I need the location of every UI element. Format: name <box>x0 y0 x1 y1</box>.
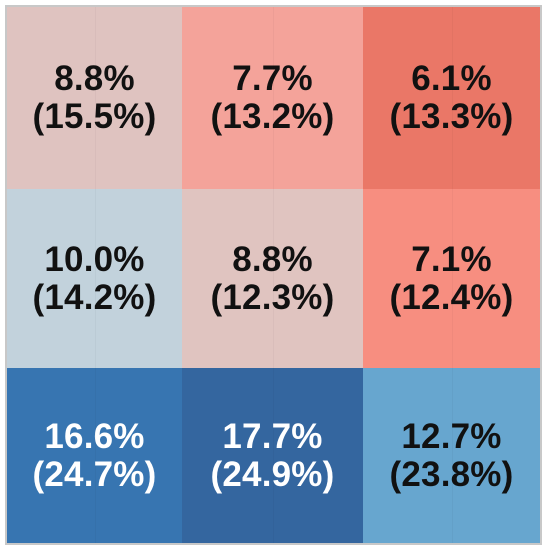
heatmap-cell-r3-c3: 12.7% (23.8%) <box>363 368 540 543</box>
heatmap-cell-r2-c1: 10.0% (14.2%) <box>7 189 182 368</box>
cell-subvalue-label: (12.4%) <box>389 277 514 317</box>
heatmap-grid: 8.8% (15.5%) 7.7% (13.2%) 6.1% (13.3%) 10.0% (1… <box>5 5 542 545</box>
cell-subvalue-label: (14.2%) <box>32 277 157 317</box>
cell-value-label: 12.7% <box>401 416 502 456</box>
heatmap-cell-r3-c2: 17.7% (24.9%) <box>182 368 363 543</box>
heatmap-cell-r1-c2: 7.7% (13.2%) <box>182 7 363 189</box>
cell-value-label: 8.8% <box>232 239 313 279</box>
cell-subvalue-label: (24.7%) <box>32 454 157 494</box>
cell-value-label: 10.0% <box>44 239 145 279</box>
cell-subvalue-label: (15.5%) <box>32 97 157 136</box>
cell-subvalue-label: (13.3%) <box>389 97 514 136</box>
heatmap-cell-r2-c3: 7.1% (12.4%) <box>363 189 540 368</box>
heatmap-cell-r2-c2: 8.8% (12.3%) <box>182 189 363 368</box>
cell-subvalue-label: (12.3%) <box>210 277 335 317</box>
cell-value-label: 17.7% <box>222 416 323 456</box>
heatmap-cell-r1-c3: 6.1% (13.3%) <box>363 7 540 189</box>
heatmap-cell-r1-c1: 8.8% (15.5%) <box>7 7 182 189</box>
cell-subvalue-label: (23.8%) <box>389 454 514 494</box>
cell-value-label: 7.7% <box>232 59 313 99</box>
cell-subvalue-label: (24.9%) <box>210 454 335 494</box>
heatmap-cell-r3-c1: 16.6% (24.7%) <box>7 368 182 543</box>
cell-value-label: 8.8% <box>54 59 135 99</box>
cell-value-label: 16.6% <box>44 416 145 456</box>
cell-value-label: 7.1% <box>411 239 492 279</box>
cell-value-label: 6.1% <box>411 59 492 99</box>
cell-subvalue-label: (13.2%) <box>210 97 335 136</box>
